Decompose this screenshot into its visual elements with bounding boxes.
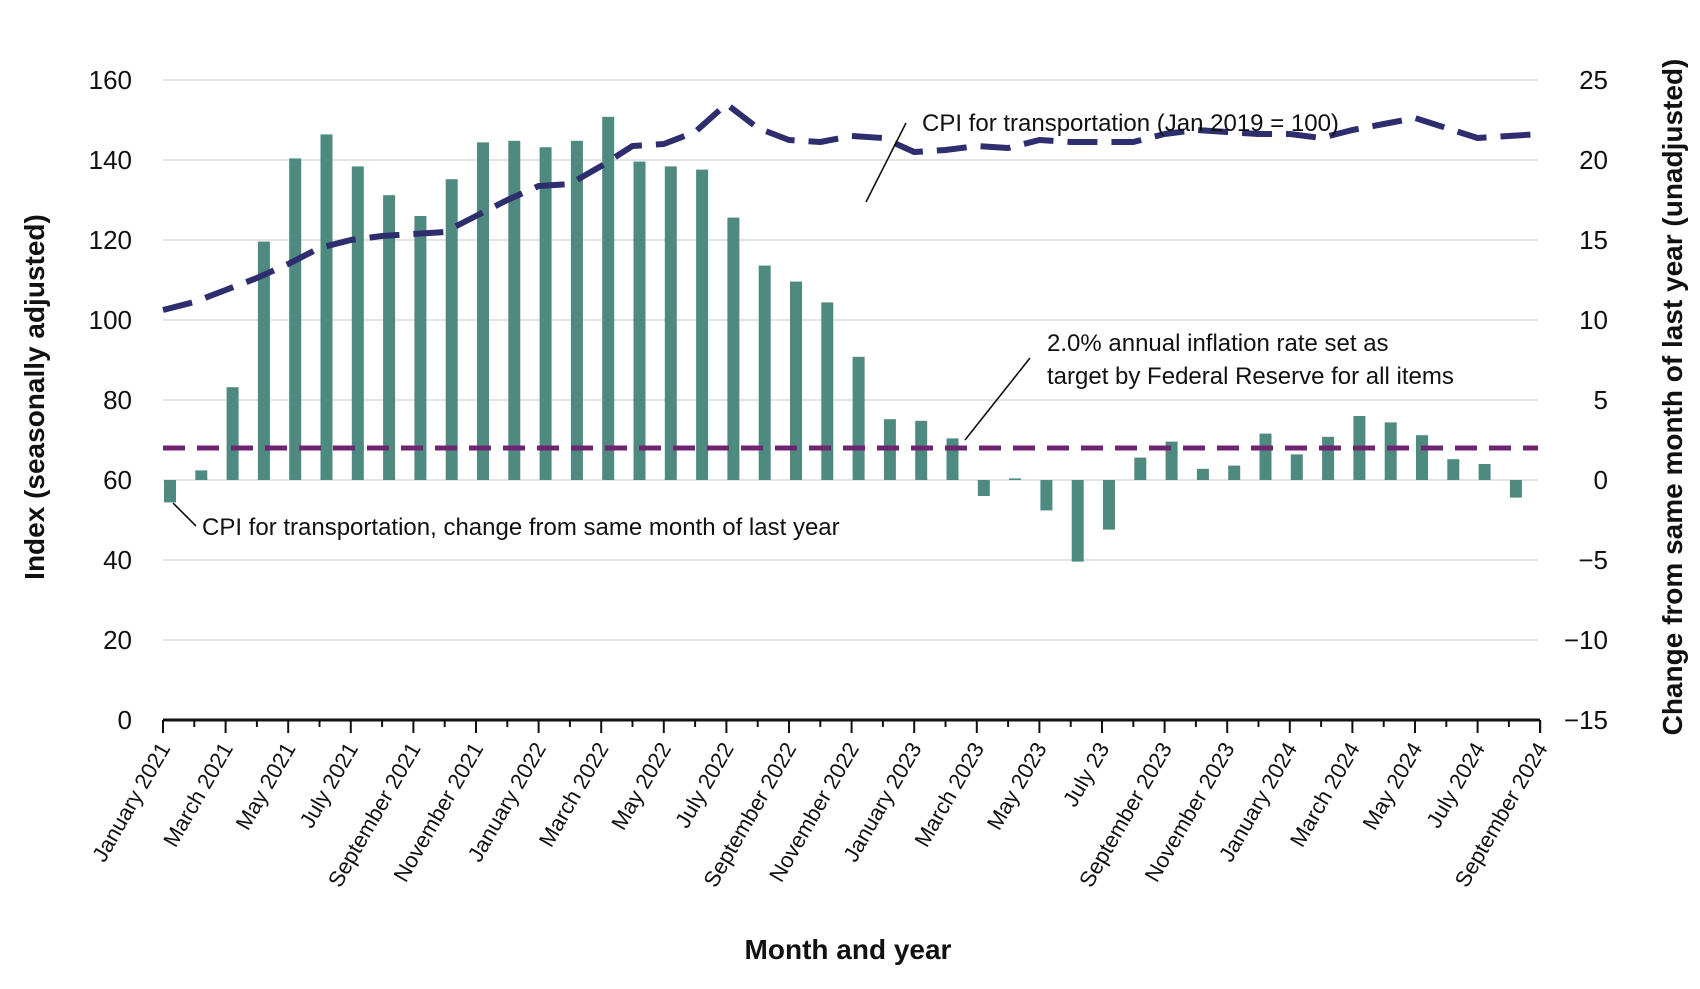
bar — [1165, 441, 1178, 480]
bar — [445, 179, 458, 480]
bar — [1447, 459, 1460, 480]
y-right-tick-label: 10 — [1579, 305, 1608, 335]
x-tick-label: July 2021 — [294, 738, 363, 832]
target-annotation-line-1: 2.0% annual inflation rate set as — [1047, 330, 1389, 357]
bar — [1009, 478, 1022, 480]
bar — [351, 166, 364, 480]
bar — [289, 158, 302, 480]
bar — [164, 480, 176, 503]
y-left-tick-label: 20 — [103, 625, 132, 655]
line-series — [162, 101, 1541, 313]
bar — [977, 480, 990, 496]
bar — [758, 265, 771, 480]
bars-leader-line — [172, 502, 197, 527]
bar — [477, 142, 489, 480]
cpi-index-annotation: CPI for transportation (Jan 2019 = 100) — [922, 110, 1339, 137]
y-right-tick-label: 15 — [1579, 225, 1608, 255]
y-right-tick-label: 20 — [1579, 145, 1608, 175]
bar-series — [164, 116, 1522, 562]
x-axis-title: Month and year — [745, 934, 952, 965]
y-left-tick-label: 80 — [103, 385, 132, 415]
bar — [1259, 433, 1272, 480]
bar — [633, 161, 646, 480]
bar — [602, 116, 615, 481]
y-left-tick-label: 140 — [89, 145, 132, 175]
axes: 0 20 40 60 80 100 120 140 160 −15 −10 −5 0 5 10 15 20 25 J… — [87, 65, 1608, 891]
y-right-tick-label: −10 — [1564, 625, 1608, 655]
annotations: CPI for transportation (Jan 2019 = 100) … — [172, 110, 1454, 541]
bar — [1509, 480, 1522, 498]
y-right-tick-label: −15 — [1564, 705, 1608, 735]
y-left-tick-label: 100 — [89, 305, 132, 335]
bar — [1478, 464, 1491, 480]
x-tick-label: July 2024 — [1421, 738, 1490, 832]
y-left-axis-title: Index (seasonally adjusted) — [19, 214, 50, 580]
y-left-tick-label: 0 — [118, 705, 132, 735]
bar — [539, 147, 552, 480]
bar — [1040, 480, 1053, 511]
bars-annotation: CPI for transportation, change from same… — [202, 514, 840, 541]
bar — [1322, 436, 1335, 480]
bar — [1416, 435, 1428, 480]
x-tick-label: January 2021 — [87, 738, 175, 866]
x-tick-label: May 2021 — [231, 738, 301, 834]
target-leader-line — [964, 357, 1031, 441]
bar — [226, 387, 239, 480]
y-right-tick-label: 0 — [1594, 465, 1608, 495]
x-tick-label: July 2022 — [670, 738, 739, 832]
bar — [383, 195, 396, 480]
bar — [1290, 454, 1303, 480]
x-tick-label: May 2022 — [606, 738, 676, 834]
y-left-tick-label: 60 — [103, 465, 132, 495]
bar — [570, 140, 583, 481]
gridlines — [163, 79, 1538, 641]
y-left-tick-label: 160 — [89, 65, 132, 95]
bar — [821, 302, 834, 480]
bar — [1384, 422, 1397, 480]
bar — [508, 140, 521, 481]
y-right-tick-label: 5 — [1594, 385, 1608, 415]
cpi-index-line — [162, 101, 1541, 313]
y-right-tick-label: 25 — [1579, 65, 1608, 95]
bar — [790, 281, 802, 480]
bar — [664, 166, 677, 480]
bar — [320, 134, 333, 480]
bar — [1228, 465, 1241, 480]
bar — [414, 216, 427, 480]
bar — [852, 356, 865, 480]
bar — [946, 438, 959, 480]
bar — [1071, 480, 1084, 562]
bar — [257, 241, 270, 480]
x-tick-label: July 23 — [1058, 738, 1115, 811]
bar — [1103, 480, 1115, 530]
x-tick-label: May 2023 — [982, 738, 1052, 834]
bar — [1196, 468, 1209, 480]
bar — [727, 217, 740, 480]
bar — [1134, 457, 1147, 480]
y-right-tick-label: −5 — [1578, 545, 1608, 575]
cpi-index-leader-line — [865, 122, 907, 203]
bar — [696, 169, 709, 480]
y-left-tick-label: 40 — [103, 545, 132, 575]
x-tick-label: May 2024 — [1357, 738, 1427, 834]
bar — [195, 470, 208, 480]
y-left-tick-label: 120 — [89, 225, 132, 255]
y-right-axis-title: Change from same month of last year (una… — [1657, 59, 1688, 736]
target-annotation-line-2: target by Federal Reserve for all items — [1047, 363, 1454, 390]
